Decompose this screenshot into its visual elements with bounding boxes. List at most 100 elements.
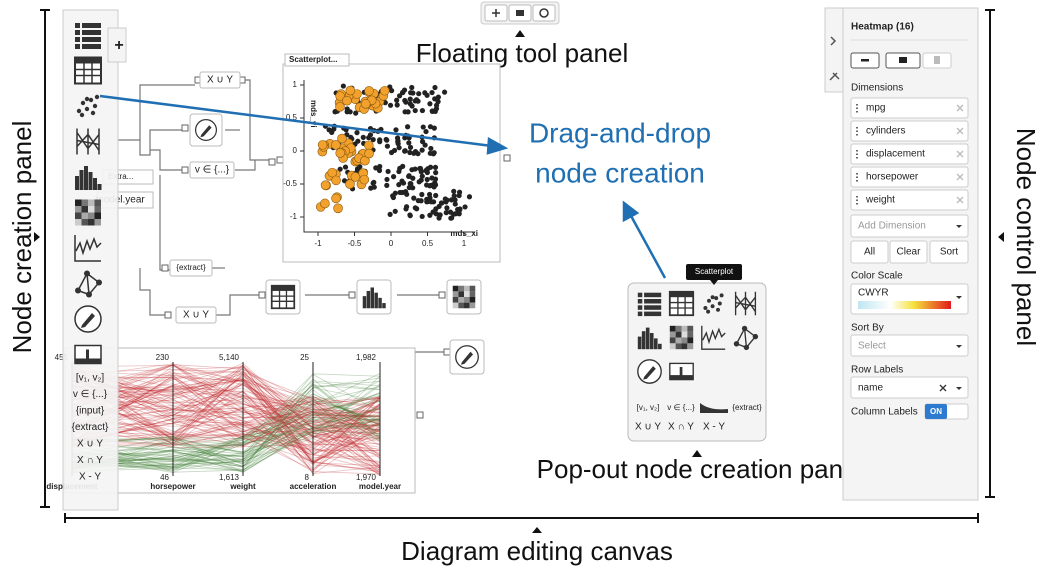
wire (215, 294, 265, 316)
list-icon[interactable] (75, 23, 101, 49)
operator[interactable]: [v₁, v₂] (76, 373, 105, 384)
operator[interactable]: {input} (76, 406, 105, 417)
port (438, 291, 446, 299)
wire (159, 175, 170, 271)
field[interactable] (850, 97, 969, 119)
add-button[interactable]: + (114, 37, 123, 54)
hist-icon[interactable] (362, 287, 386, 309)
button[interactable] (850, 240, 889, 264)
operator[interactable]: {extract} (732, 403, 762, 412)
icon-part (382, 303, 386, 309)
pencil-icon[interactable] (74, 305, 102, 333)
field[interactable] (850, 189, 969, 211)
table-icon[interactable] (668, 290, 695, 317)
icon-part (75, 219, 82, 226)
field-label: Dimensions (851, 83, 903, 94)
node[interactable] (175, 306, 217, 324)
table-icon[interactable] (74, 56, 102, 85)
field[interactable] (850, 120, 969, 142)
icon-part (94, 219, 101, 226)
scatter-dot (399, 189, 405, 196)
field[interactable] (850, 376, 969, 399)
hist-icon[interactable] (637, 327, 662, 350)
hist-icon[interactable] (75, 166, 102, 190)
operator[interactable]: [v₁, v₂] (637, 403, 660, 412)
list-icon[interactable] (637, 292, 662, 317)
pencil-icon[interactable] (195, 119, 218, 142)
operator[interactable]: X ∪ Y (77, 439, 103, 450)
network-icon[interactable] (75, 270, 102, 298)
remove-icon[interactable] (956, 196, 964, 204)
button[interactable] (929, 240, 969, 264)
line-icon[interactable] (701, 325, 726, 350)
operator[interactable]: v ∈ {...} (667, 403, 695, 412)
icon-part (734, 291, 757, 316)
operator[interactable]: X ∪ Y (635, 422, 661, 433)
scatter-dot (377, 137, 383, 143)
slider-icon[interactable] (669, 362, 694, 381)
parallel-coordinates-node[interactable] (64, 347, 416, 494)
heat-icon[interactable] (452, 285, 476, 309)
scatter-dot (412, 107, 418, 114)
icon-part (681, 331, 688, 338)
remove-icon[interactable] (956, 173, 964, 181)
scatter-icon[interactable] (703, 293, 724, 314)
button-label: All (864, 247, 875, 258)
network-icon[interactable] (733, 325, 759, 351)
dimension: cylinders (866, 126, 905, 137)
scatter-dot (451, 188, 457, 194)
field[interactable] (850, 143, 969, 165)
annotation: Drag-and-drop (529, 117, 711, 148)
button[interactable] (889, 240, 928, 264)
add-tab[interactable] (107, 27, 127, 63)
remove-icon[interactable] (956, 150, 964, 158)
slider-icon[interactable] (74, 344, 102, 365)
scatter-dot (383, 136, 389, 143)
operator[interactable]: X ∩ Y (77, 455, 103, 466)
operator[interactable]: X - Y (703, 422, 725, 433)
scatter-dot (424, 176, 430, 183)
icon-part (76, 108, 82, 114)
scatter-dot (431, 125, 437, 131)
node[interactable] (189, 161, 235, 179)
operator[interactable]: X - Y (79, 472, 101, 483)
scatter-dot (416, 91, 422, 97)
field[interactable] (850, 166, 969, 188)
icon-part (84, 96, 90, 102)
operator[interactable]: X ∩ Y (668, 422, 694, 433)
table-icon[interactable] (270, 284, 296, 310)
highlight-dot (335, 102, 345, 112)
scatter-icon[interactable] (76, 94, 100, 118)
side-tab[interactable] (824, 7, 844, 93)
field[interactable] (850, 214, 969, 238)
icon-part (75, 199, 82, 206)
remove-icon[interactable] (956, 104, 964, 112)
y-tick-label: 0.5 (286, 113, 298, 122)
icon-part (464, 285, 470, 292)
highlight-dot (345, 179, 355, 189)
operator[interactable]: v ∈ {...} (73, 389, 108, 400)
caret (956, 345, 962, 348)
highlight-dot (359, 174, 370, 185)
remove-icon[interactable] (956, 127, 964, 135)
parallel-icon[interactable] (734, 291, 757, 316)
heat-icon[interactable] (75, 199, 101, 226)
heat-icon[interactable] (669, 325, 694, 350)
line-icon[interactable] (74, 235, 102, 262)
icon-part (75, 44, 80, 49)
info-button[interactable] (532, 4, 556, 22)
parallel-icon[interactable] (76, 128, 100, 155)
scatter-dot (404, 191, 410, 197)
node[interactable] (199, 71, 241, 89)
field[interactable] (850, 334, 969, 357)
node[interactable] (169, 259, 213, 277)
scatter-dot (419, 147, 425, 153)
pencil-icon[interactable] (637, 359, 662, 384)
pencil-icon[interactable] (455, 345, 479, 369)
scatterplot-node[interactable] (282, 63, 501, 263)
remove-icon[interactable] (939, 384, 947, 392)
icon-part (637, 292, 643, 298)
icon-part (641, 331, 646, 350)
operator[interactable]: {extract} (72, 422, 109, 433)
scatter-dot (422, 142, 428, 148)
